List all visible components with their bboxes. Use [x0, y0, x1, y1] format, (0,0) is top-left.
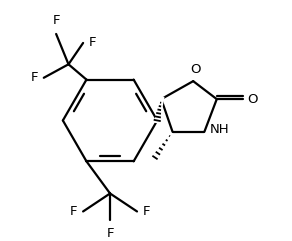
Text: F: F	[31, 71, 38, 84]
Text: F: F	[52, 14, 60, 27]
Text: O: O	[248, 93, 258, 106]
Text: O: O	[190, 62, 201, 75]
Text: F: F	[142, 205, 150, 218]
Text: F: F	[106, 227, 114, 240]
Text: NH: NH	[210, 123, 230, 136]
Text: F: F	[89, 36, 96, 49]
Text: F: F	[70, 205, 77, 218]
